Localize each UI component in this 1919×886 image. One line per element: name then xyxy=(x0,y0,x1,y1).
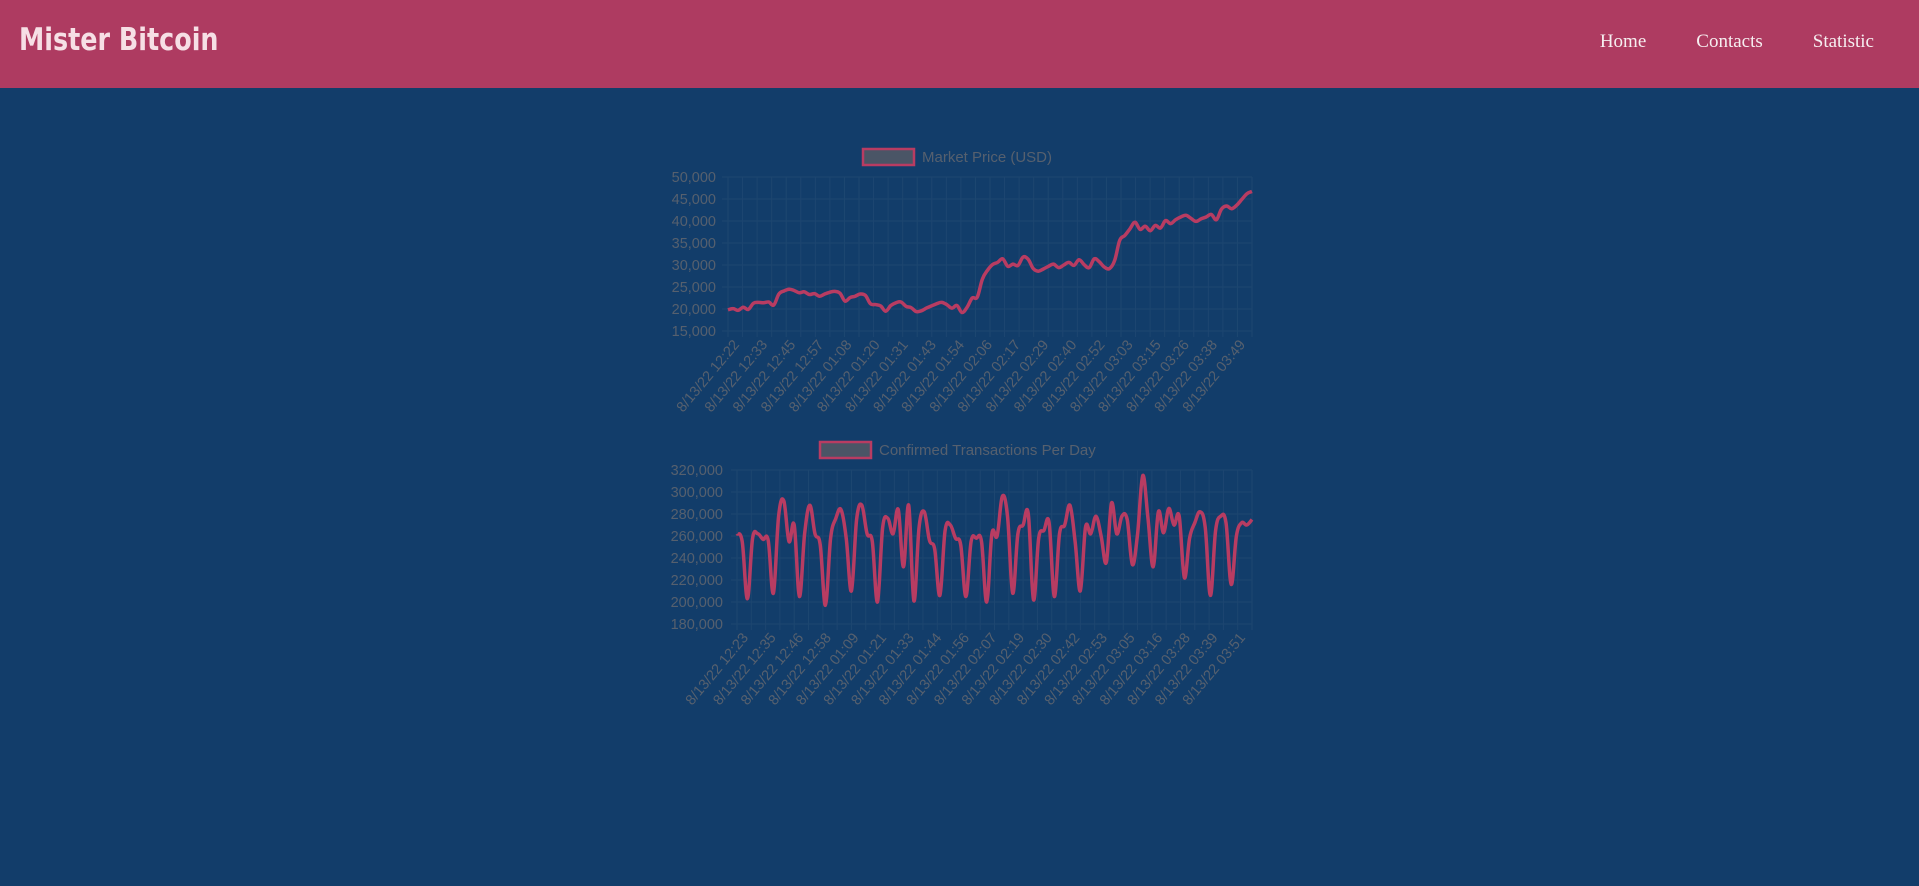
series-line[interactable] xyxy=(727,189,1253,315)
y-tick-label: 40,000 xyxy=(672,214,716,230)
y-tick-label: 45,000 xyxy=(672,192,716,208)
y-tick-label: 240,000 xyxy=(671,551,723,567)
y-tick-label: 20,000 xyxy=(672,302,716,318)
legend-swatch xyxy=(861,147,916,167)
series-line[interactable] xyxy=(735,473,1254,608)
y-tick-label: 280,000 xyxy=(671,507,723,523)
y-tick-label: 35,000 xyxy=(672,236,716,252)
y-tick-label: 25,000 xyxy=(672,280,716,296)
chart-legend[interactable]: Market Price (USD) xyxy=(861,147,1052,167)
y-tick-label: 300,000 xyxy=(671,485,723,501)
nav-contacts-link[interactable]: Contacts xyxy=(1696,31,1763,52)
legend-label: Confirmed Transactions Per Day xyxy=(879,442,1096,459)
site-logo[interactable]: Mister Bitcoin xyxy=(19,22,219,58)
nav-home-link[interactable]: Home xyxy=(1599,31,1647,52)
y-tick-label: 320,000 xyxy=(671,463,723,479)
legend-swatch xyxy=(818,440,873,460)
y-tick-label: 50,000 xyxy=(672,170,716,186)
legend-label: Market Price (USD) xyxy=(922,149,1052,166)
chart-legend[interactable]: Confirmed Transactions Per Day xyxy=(818,440,1096,460)
chart-1: Market Price (USD) 50,000 45,000 40,000 35,0… xyxy=(672,147,1253,416)
y-tick-label: 220,000 xyxy=(671,573,723,589)
main-nav: Home Contacts Statistic xyxy=(1600,31,1874,53)
y-tick-label: 30,000 xyxy=(672,258,716,274)
y-tick-label: 15,000 xyxy=(672,324,716,340)
top-header: Mister Bitcoin Home Contacts Statistic xyxy=(0,0,1919,88)
y-tick-label: 260,000 xyxy=(671,529,723,545)
y-tick-label: 200,000 xyxy=(671,595,723,611)
y-tick-label: 180,000 xyxy=(671,617,723,633)
chart-2: Confirmed Transactions Per Day 320,000 300… xyxy=(671,440,1254,709)
nav-statistic-link[interactable]: Statistic xyxy=(1812,31,1874,52)
